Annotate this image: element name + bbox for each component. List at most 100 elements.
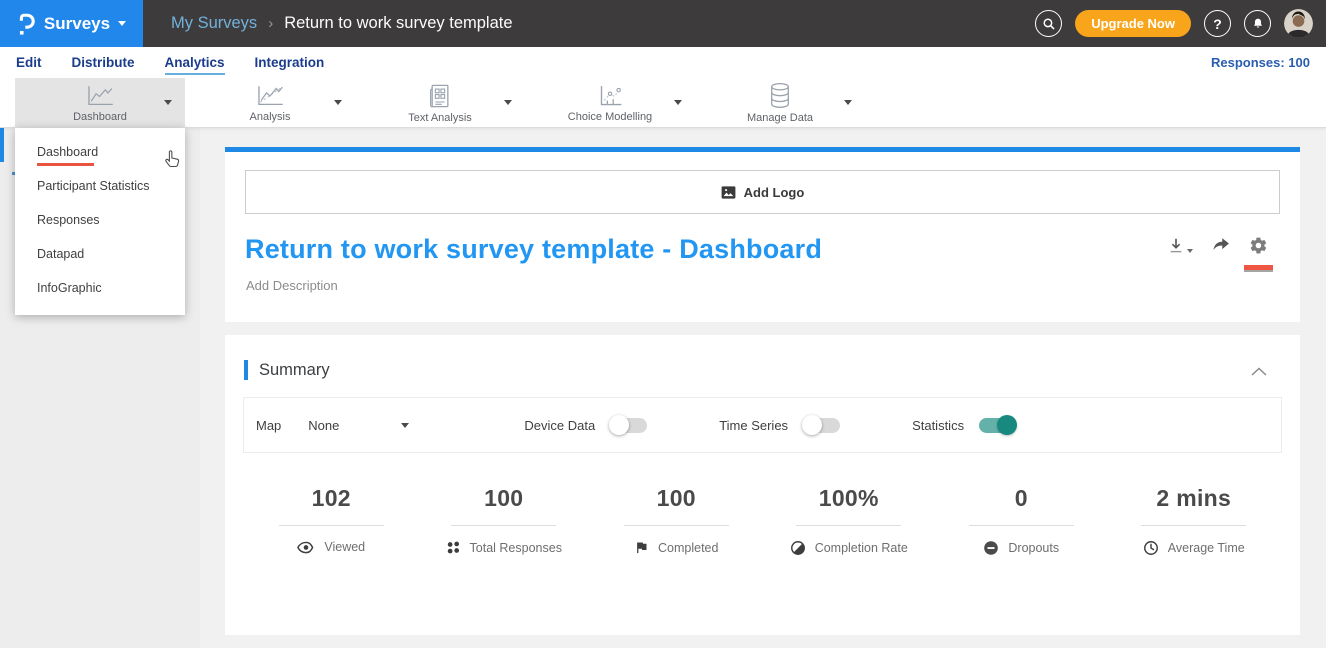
breadcrumb-current: Return to work survey template [284,14,513,32]
toolbar-dashboard[interactable]: Dashboard [15,78,185,128]
summary-header: Summary [244,360,330,380]
divider [796,525,902,526]
divider [968,525,1074,526]
flag-icon [634,540,649,555]
top-header: Surveys My Surveys › Return to work surv… [0,0,1326,47]
avatar-photo [1284,9,1313,38]
notifications-button[interactable] [1244,10,1271,37]
sidebar-active-indicator [0,128,4,162]
device-data-toggle[interactable] [609,415,648,435]
stat-value: 2 mins [1156,485,1232,511]
survey-nav-tabs: Edit Distribute Analytics Integration Re… [0,47,1326,78]
menu-item-dashboard[interactable]: Dashboard [15,135,185,169]
chevron-down-icon[interactable] [844,100,852,105]
chevron-down-icon[interactable] [401,422,410,428]
chevron-down-icon[interactable] [164,100,172,105]
breadcrumb-my-surveys[interactable]: My Surveys [171,14,258,32]
add-description-button[interactable]: Add Description [246,278,338,293]
summary-card: Summary Map None Device Data Time Series… [225,335,1300,635]
share-icon [1213,238,1229,250]
avatar[interactable] [1284,9,1313,38]
statistics-toggle[interactable] [979,415,1018,435]
statistics-label: Statistics [912,417,965,433]
help-icon: ? [1213,15,1222,32]
main-content: Add Logo Return to work survey template … [200,128,1326,648]
chevron-down-icon[interactable] [334,100,342,105]
toolbar-text-analysis-label: Text Analysis [408,111,472,124]
stat-label: Dropouts [1008,541,1060,555]
stat-total-responses: 100 Total Responses [418,485,591,556]
download-button[interactable] [1167,236,1193,255]
brand-label: Surveys [43,13,111,33]
scatter-chart-icon [600,85,621,105]
time-series-toggle[interactable] [802,415,841,435]
menu-item-responses[interactable]: Responses [37,213,100,227]
summary-title: Summary [259,360,330,379]
upgrade-now-button[interactable]: Upgrade Now [1075,10,1191,37]
header-actions: Upgrade Now ? [1035,9,1326,38]
tab-edit[interactable]: Edit [16,55,42,70]
toolbar-text-analysis[interactable]: Text Analysis [355,78,525,128]
dashboard-actions [1167,236,1273,270]
stat-value: 102 [311,485,351,511]
toolbar-manage-data[interactable]: Manage Data [695,78,865,128]
gear-icon [1250,237,1267,254]
stat-viewed: 102 Viewed [245,485,418,556]
sidebar-active-dash [12,172,17,175]
statistics-row: 102 Viewed 100 Total Responses 100 [245,485,1280,556]
menu-item-participant-statistics[interactable]: Participant Statistics [37,179,150,193]
breadcrumb-separator: › [268,15,274,32]
responses-count: Responses: 100 [1211,55,1310,70]
stat-completed: 100 Completed [590,485,763,556]
analytics-toolbar: Dashboard Analysis Text Analysis Choice … [0,78,1326,128]
menu-item-datapad[interactable]: Datapad [37,247,85,261]
database-icon [771,82,789,108]
tab-analytics[interactable]: Analytics [164,52,225,75]
add-logo-button[interactable]: Add Logo [245,170,1280,214]
toolbar-manage-data-label: Manage Data [746,112,814,124]
breadcrumb: My Surveys › Return to work survey templ… [171,14,513,33]
settings-button[interactable] [1244,236,1273,270]
toolbar-analysis[interactable]: Analysis [185,78,355,128]
toggle-knob [802,415,823,435]
toolbar-choice-modelling[interactable]: Choice Modelling [525,78,695,128]
divider [1141,525,1247,526]
collapse-summary-button[interactable] [1251,364,1267,379]
settings-highlight-underline [1244,265,1273,270]
image-icon [721,185,736,199]
chevron-down-icon [118,21,127,26]
dashboard-dropdown-menu: Dashboard Participant Statistics Respons… [15,128,185,315]
toolbar-analysis-label: Analysis [249,110,291,123]
download-icon [1170,238,1182,253]
search-button[interactable] [1035,10,1063,37]
line-chart-icon [88,85,113,105]
chevron-up-icon [1251,367,1267,376]
minus-circle-icon [983,540,999,556]
menu-item-infographic[interactable]: InfoGraphic [37,281,102,295]
chevron-down-icon [1187,249,1193,253]
help-button[interactable]: ? [1204,10,1231,37]
map-select[interactable]: None [308,417,340,433]
map-label: Map [256,417,282,433]
summary-controls: Map None Device Data Time Series Statist… [243,397,1282,453]
chevron-down-icon[interactable] [674,100,682,105]
time-series-label: Time Series [719,417,789,433]
divider [623,525,729,526]
tab-integration[interactable]: Integration [254,55,325,70]
stat-value: 100 [484,485,524,511]
page-title: Return to work survey template - Dashboa… [245,234,823,264]
brand-surveys-menu[interactable]: Surveys [0,0,143,47]
tab-distribute[interactable]: Distribute [71,55,135,70]
stat-value: 100 [656,485,696,511]
stat-completion-rate: 100% Completion Rate [763,485,936,556]
newspaper-icon [430,84,449,108]
device-data-label: Device Data [524,417,596,433]
dots-icon [446,540,461,555]
stat-label: Viewed [324,540,366,554]
toolbar-choice-modelling-label: Choice Modelling [567,110,653,123]
chevron-down-icon[interactable] [504,100,512,105]
divider [278,525,384,526]
trend-chart-icon [258,85,283,105]
questionpro-logo-icon [19,13,35,35]
share-button[interactable] [1211,236,1231,258]
